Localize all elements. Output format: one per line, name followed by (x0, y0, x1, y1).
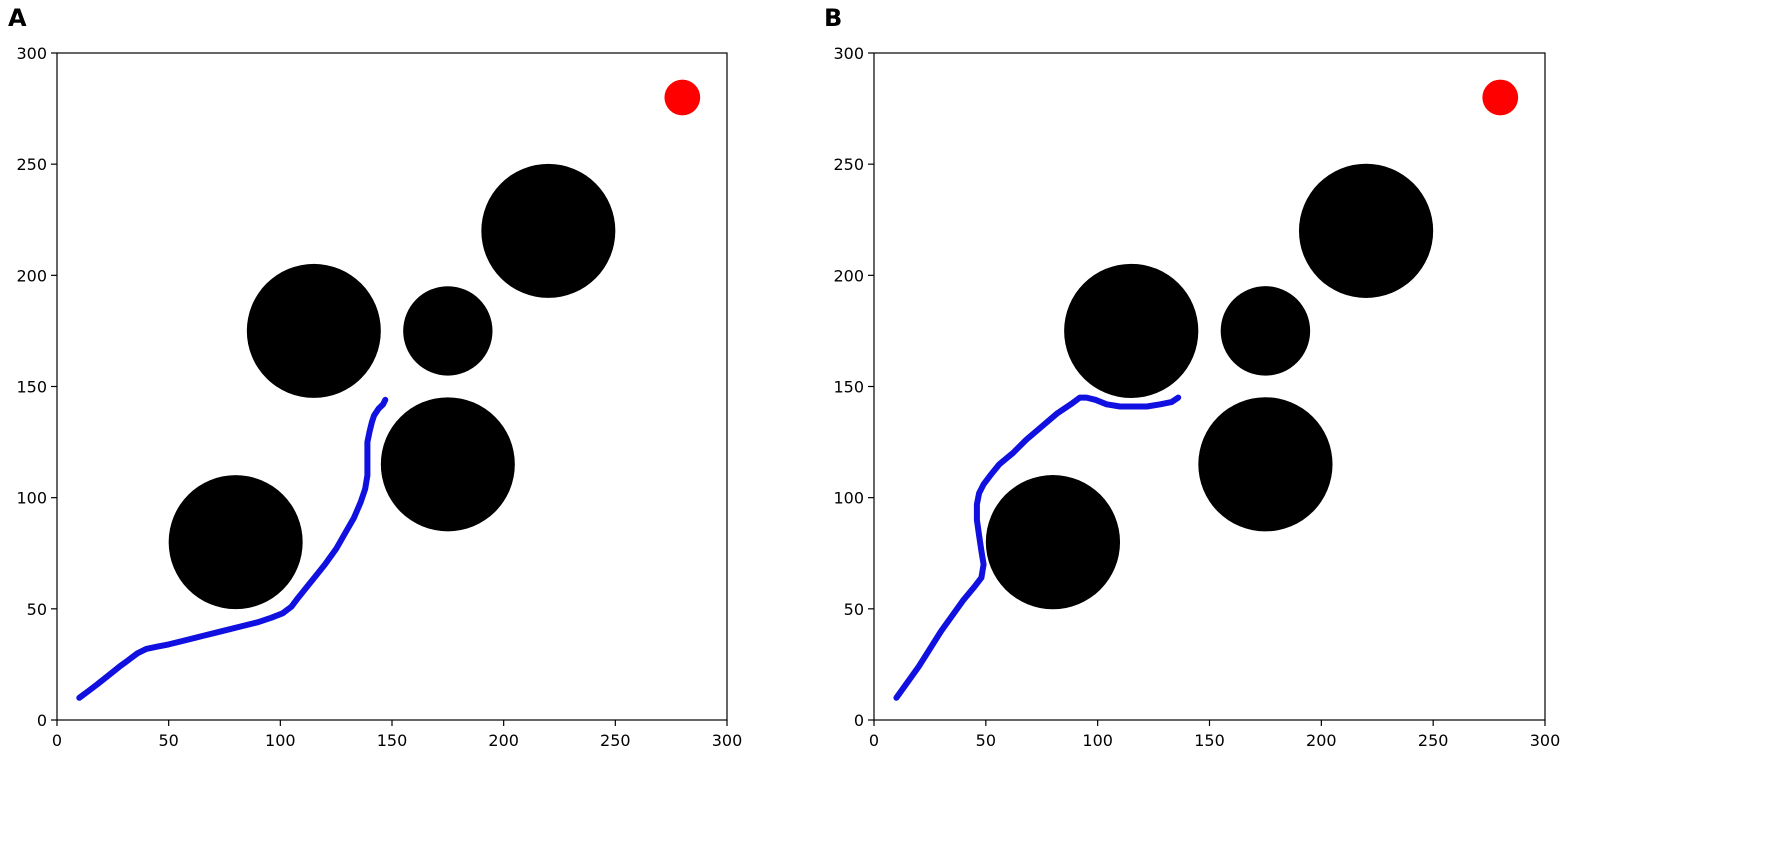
panel-b-axes-frame (873, 52, 1546, 721)
panel-b-obstacle-5 (1298, 163, 1434, 298)
panel-a-y-tick-label-150: 150 (16, 378, 47, 397)
panel-b-obstacle-1 (985, 475, 1121, 610)
panel-a-x-tick-label-300: 300 (712, 731, 743, 750)
panel-b-x-tick-label-0: 0 (869, 731, 879, 750)
panel-b-y-tick-label-100: 100 (833, 489, 864, 508)
panel-b-x-tick-label-50: 50 (976, 731, 996, 750)
panel-a-obstacle-1 (168, 475, 303, 610)
panel-a-y-tick-label-100: 100 (16, 489, 47, 508)
panel-a-y-tick-label-50: 50 (27, 600, 47, 619)
panel-b-label: B (824, 4, 842, 32)
panel-a-x-tick-label-100: 100 (265, 731, 296, 750)
panel-b-path-line (893, 394, 1182, 701)
panel-b-obstacle-2 (1064, 263, 1199, 399)
panel-a-y-tick-label-200: 200 (16, 266, 47, 285)
panel-b-obstacle-4 (1198, 397, 1333, 532)
panel-a-x-tick-label-250: 250 (600, 731, 631, 750)
panel-a-x-tick-label-150: 150 (377, 731, 408, 750)
panel-b-x-tick-label-150: 150 (1194, 731, 1225, 750)
panel-a-obstacle-5 (481, 163, 616, 298)
panel-a-obstacle-2 (246, 263, 381, 398)
panel-a-obstacle-3 (403, 286, 493, 376)
panel-a-obstacle-4 (380, 397, 515, 532)
panel-b-goal-marker (1482, 79, 1519, 116)
panel-a-y-tick-label-300: 300 (16, 44, 47, 63)
panel-b-x-tick-label-100: 100 (1082, 731, 1113, 750)
panel-b-plot: 0 50 100 150 200 250 300 0 50 100 150 200 250 300 (833, 44, 1560, 750)
panel-b-obstacle-3 (1220, 286, 1311, 376)
panel-b-y-tick-label-150: 150 (833, 378, 864, 397)
panel-b-x-tick-label-200: 200 (1306, 731, 1337, 750)
panel-b-y-tick-label-300: 300 (833, 44, 864, 63)
panel-a-goal-marker (664, 79, 701, 116)
panel-a-x-tick-label-50: 50 (158, 731, 178, 750)
panel-a-path-line (76, 396, 389, 701)
panel-a-plot: 0 50 100 150 200 250 300 0 50 100 150 200 250 300 (16, 44, 742, 750)
panel-b-y-tick-label-50: 50 (844, 600, 864, 619)
panel-a-y-tick-label-0: 0 (37, 711, 47, 730)
panel-b-y-tick-label-200: 200 (833, 266, 864, 285)
panel-b-x-tick-label-300: 300 (1530, 731, 1561, 750)
panel-b-x-tick-label-250: 250 (1418, 731, 1449, 750)
panel-b-y-tick-label-0: 0 (854, 711, 864, 730)
panel-a-label: A (8, 4, 27, 32)
panel-a-x-tick-label-0: 0 (52, 731, 62, 750)
panel-a-y-tick-label-250: 250 (16, 155, 47, 174)
panel-a-axes-frame (56, 52, 728, 721)
panel-a-x-tick-label-200: 200 (488, 731, 519, 750)
panel-b-y-tick-label-250: 250 (833, 155, 864, 174)
